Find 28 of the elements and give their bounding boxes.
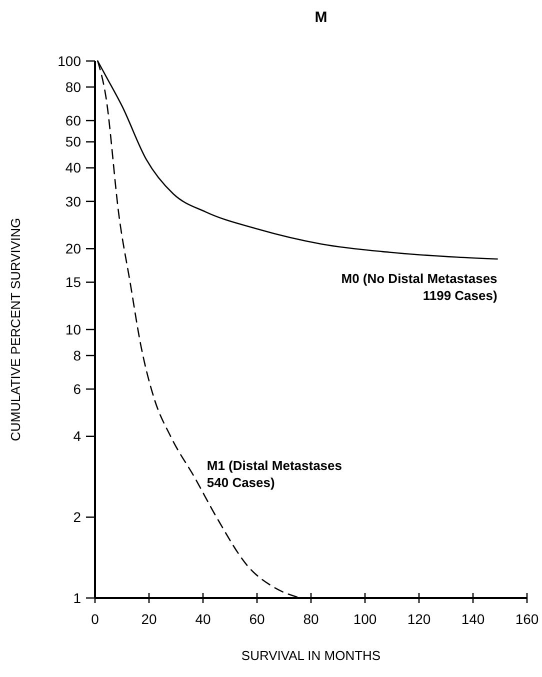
x-axis-title: SURVIVAL IN MONTHS [241,648,381,663]
series-label: M1 (Distal Metastases 540 Cases) [206,458,342,490]
y-tick-label: 60 [65,112,82,128]
x-tick-label: 0 [91,611,100,627]
y-tick-label: 15 [65,274,82,290]
y-tick-label: 1 [73,590,82,606]
chart-title: M [314,9,328,26]
y-tick-label: 30 [65,193,82,210]
x-tick-label: 60 [249,611,265,627]
y-tick-label: 4 [73,428,82,444]
y-tick-label: 10 [65,321,82,338]
x-tick-label: 20 [141,611,157,627]
y-tick-label: 8 [73,347,82,364]
series-label: M0 (No Distal Metastases 1199 Cases) [341,271,498,304]
x-tick-label: 40 [195,611,211,627]
y-axis-title: CUMULATIVE PERCENT SURVIVING [8,218,23,442]
x-tick-label: 140 [461,611,485,627]
y-tick-label: 80 [65,78,82,95]
y-tick-label: 40 [65,160,82,176]
y-tick-label: 6 [73,380,82,397]
y-tick-label: 50 [65,134,82,150]
y-tick-label: 100 [58,52,82,69]
x-tick-label: 120 [407,611,431,627]
y-tick-label: 2 [73,509,82,526]
x-tick-label: 160 [515,611,539,627]
x-tick-label: 100 [353,611,377,627]
x-tick-label: 80 [303,611,319,627]
y-tick-label: 20 [65,240,82,257]
